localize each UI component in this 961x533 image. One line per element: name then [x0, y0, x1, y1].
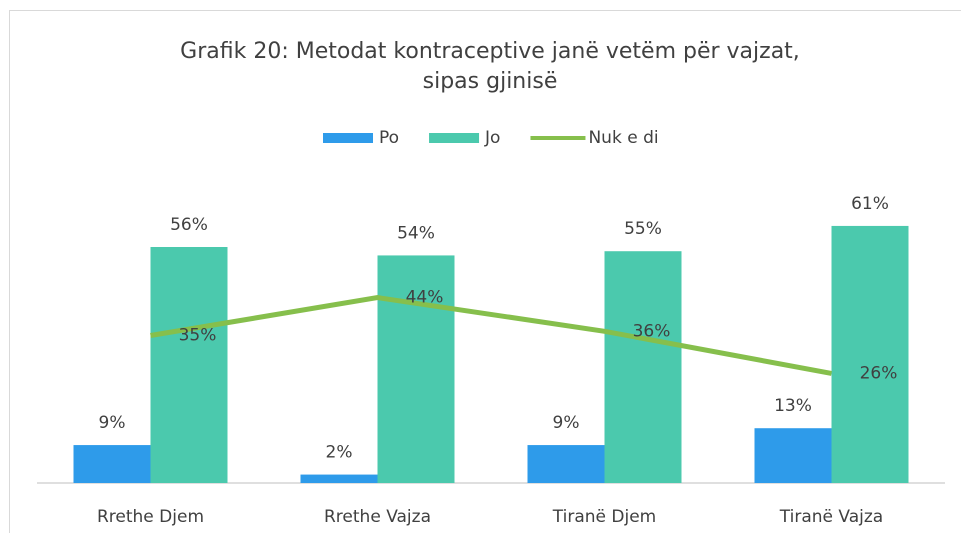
x-tick-label: Rrethe Vajza	[324, 507, 431, 527]
bar	[754, 428, 832, 483]
bar	[831, 225, 909, 483]
data-label: 55%	[624, 219, 662, 239]
data-label: 36%	[633, 321, 671, 341]
data-label: 26%	[860, 363, 898, 383]
data-label: 35%	[179, 326, 217, 346]
chart-border	[9, 10, 961, 533]
x-tick-label: Rrethe Djem	[97, 507, 204, 527]
data-label: 61%	[851, 194, 889, 214]
bar	[377, 255, 455, 483]
bar	[527, 445, 605, 483]
bar	[604, 251, 682, 483]
data-label: 9%	[553, 413, 580, 433]
data-label: 13%	[774, 396, 812, 416]
bar	[73, 445, 151, 483]
line	[150, 295, 832, 376]
chart-title: sipas gjinisë	[423, 69, 558, 94]
data-label: 44%	[406, 288, 444, 308]
bar	[300, 474, 378, 483]
legend-label: Nuk e di	[588, 128, 658, 148]
legend-label: Po	[379, 128, 399, 148]
legend-label: Jo	[484, 128, 500, 148]
data-label: 56%	[170, 215, 208, 235]
bar	[150, 247, 228, 483]
legend-swatch	[323, 133, 373, 143]
x-tick-label: Tiranë Djem	[552, 507, 656, 527]
data-label: 9%	[99, 413, 126, 433]
chart-title: Grafik 20: Metodat kontraceptive janë ve…	[180, 39, 800, 64]
data-label: 2%	[326, 443, 353, 463]
data-label: 54%	[397, 223, 435, 243]
x-tick-label: Tiranë Vajza	[779, 507, 883, 527]
legend-swatch	[429, 133, 480, 143]
